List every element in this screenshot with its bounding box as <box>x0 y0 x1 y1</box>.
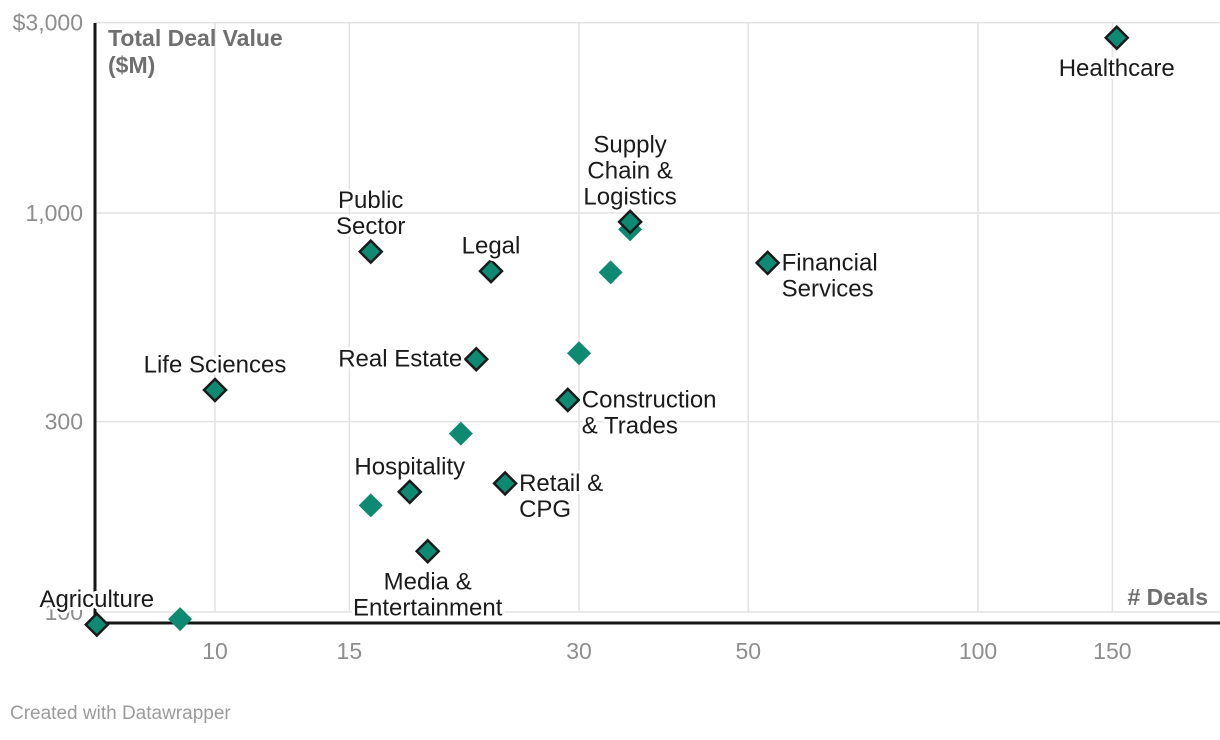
data-point-media-entertainment[interactable] <box>414 538 441 565</box>
scatter-plot-canvas: $3,000 1,000 300 100 10 15 30 50 100 150 Total Dea… <box>13 10 1220 664</box>
datawrapper-credit-link[interactable]: Created with Datawrapper <box>10 703 231 724</box>
data-point-retail-cpg[interactable] <box>492 470 518 497</box>
data-point-unlabeled-2[interactable] <box>598 260 623 285</box>
data-point-unlabeled-4[interactable] <box>448 421 473 446</box>
data-point-public-sector[interactable] <box>357 238 384 265</box>
point-label-real-estate: Real Estate <box>338 346 462 373</box>
data-point-legal[interactable] <box>478 258 504 284</box>
y-tick-label-300: 300 <box>45 409 83 435</box>
point-label-healthcare: Healthcare <box>1059 55 1175 82</box>
y-axis-title: ($M) <box>108 52 155 78</box>
scatter-plot: $3,000 1,000 300 100 10 15 30 50 100 150 Total Dea… <box>13 10 1220 664</box>
point-label-supply-chain-logistics: Chain & <box>587 157 672 184</box>
x-axis-title: # Deals <box>1127 584 1208 610</box>
data-point-life-sciences[interactable] <box>202 377 228 403</box>
x-tick-label-15: 15 <box>337 638 363 664</box>
point-label-public-sector: Public <box>338 187 403 214</box>
data-point-supply-chain-logistics[interactable] <box>617 209 643 235</box>
y-tick-label-100: 100 <box>45 599 83 625</box>
data-point-construction-trades[interactable] <box>555 387 581 413</box>
point-label-agriculture: Agriculture <box>39 586 154 613</box>
y-tick-label-3000: $3,000 <box>13 10 83 36</box>
data-point-unlabeled-3[interactable] <box>567 341 592 366</box>
data-point-unlabeled-6[interactable] <box>168 607 193 632</box>
point-label-hospitality: Hospitality <box>354 453 465 480</box>
data-point-real-estate[interactable] <box>463 346 490 373</box>
data-point-hospitality[interactable] <box>397 479 423 505</box>
x-tick-label-50: 50 <box>736 638 762 664</box>
point-label-supply-chain-logistics: Supply <box>593 131 666 158</box>
point-label-financial-services: Services <box>782 275 874 302</box>
point-label-media-entertainment: Entertainment <box>353 595 503 622</box>
data-point-unlabeled-5[interactable] <box>358 493 383 518</box>
point-label-media-entertainment: Media & <box>384 569 472 596</box>
y-axis-title: Total Deal Value <box>108 25 283 51</box>
data-point-agriculture[interactable] <box>84 611 110 638</box>
point-label-supply-chain-logistics: Logistics <box>583 183 676 210</box>
y-tick-label-1000: 1,000 <box>25 200 83 226</box>
point-label-construction-trades: Construction <box>582 386 717 413</box>
x-tick-label-150: 150 <box>1093 638 1131 664</box>
point-label-life-sciences: Life Sciences <box>144 352 287 379</box>
x-tick-label-10: 10 <box>202 638 228 664</box>
data-point-healthcare[interactable] <box>1103 24 1130 51</box>
point-label-financial-services: Financial <box>782 249 878 276</box>
point-label-construction-trades: & Trades <box>582 412 678 439</box>
point-label-retail-cpg: Retail & <box>519 470 603 497</box>
data-point-financial-services[interactable] <box>754 250 781 276</box>
point-label-public-sector: Sector <box>336 213 405 240</box>
x-tick-label-100: 100 <box>959 638 997 664</box>
x-tick-label-30: 30 <box>566 638 592 664</box>
point-label-retail-cpg: CPG <box>519 496 571 523</box>
point-label-legal: Legal <box>462 233 521 260</box>
